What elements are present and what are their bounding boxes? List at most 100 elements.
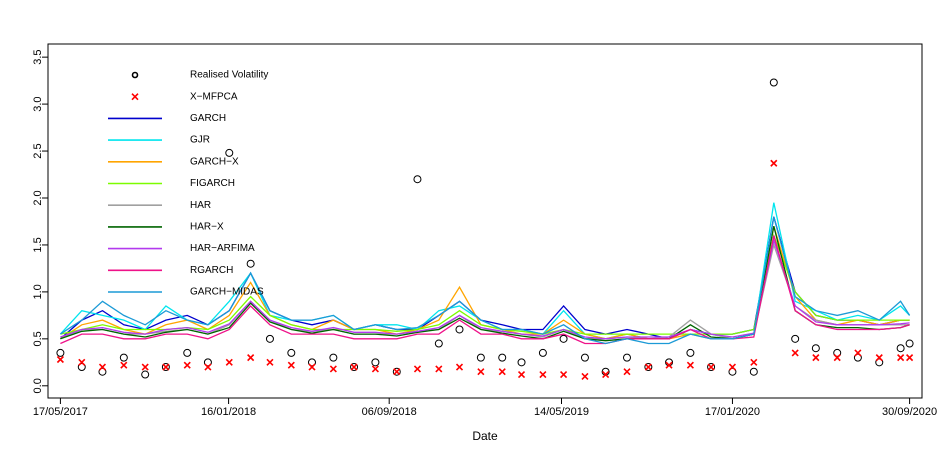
point: [498, 353, 507, 362]
cross-marker: [266, 358, 274, 366]
cross-marker: [204, 363, 212, 371]
cross-marker: [98, 363, 107, 371]
cross-marker: [435, 365, 443, 373]
legend-label: X−MFPCA: [190, 91, 238, 102]
cross-marker: [371, 365, 379, 373]
cross-marker: [560, 370, 568, 379]
cross-marker: [665, 361, 673, 369]
point: [307, 358, 316, 367]
point: [853, 353, 862, 362]
x-tick-label: 17/05/2017: [33, 406, 88, 418]
cross-marker: [517, 370, 526, 379]
point: [686, 348, 695, 357]
cross-marker: [393, 368, 401, 376]
x-tick-label: 30/09/2020: [882, 406, 937, 418]
point: [559, 334, 568, 343]
legend-marker: [131, 71, 139, 79]
cross-marker: [183, 361, 191, 369]
point: [455, 325, 464, 334]
legend-label: HAR−ARFIMA: [190, 243, 255, 254]
point: [329, 353, 338, 362]
point: [875, 358, 884, 367]
point: [77, 363, 86, 372]
x-tick-label: 06/09/2018: [362, 406, 417, 418]
point: [749, 367, 758, 376]
point: [644, 363, 653, 372]
point: [371, 358, 380, 367]
cross-marker: [812, 354, 820, 362]
cross-marker: [644, 363, 652, 371]
cross-marker: [875, 354, 883, 362]
point: [791, 334, 800, 343]
y-tick-label: 2.5: [32, 143, 44, 158]
plot-frame: [47, 43, 923, 399]
point: [476, 353, 485, 362]
x-tick-label: 14/05/2019: [534, 406, 589, 418]
legend-label: RGARCH: [190, 265, 233, 276]
series-line: [60, 233, 910, 335]
cross-marker: [329, 365, 337, 373]
cross-marker: [131, 93, 139, 101]
cross-marker: [141, 363, 149, 371]
point: [141, 370, 150, 379]
cross-marker: [455, 363, 464, 371]
point: [580, 353, 589, 362]
cross-marker: [539, 370, 547, 379]
y-tick-label: 1.5: [32, 237, 44, 252]
cross-marker: [308, 363, 316, 371]
cross-marker: [707, 363, 715, 371]
point: [622, 353, 631, 362]
legend-label: GARCH−MIDAS: [190, 287, 264, 298]
series-line: [60, 226, 910, 342]
point: [287, 348, 296, 357]
cross-marker: [413, 365, 422, 373]
cross-marker: [120, 361, 128, 369]
point: [350, 363, 359, 372]
cross-marker: [750, 358, 758, 366]
cross-marker: [770, 159, 778, 167]
series-line: [60, 237, 910, 340]
x-tick-label: 16/01/2018: [201, 406, 256, 418]
point: [905, 339, 914, 348]
legend-label: FIGARCH: [190, 178, 235, 189]
point: [833, 348, 842, 357]
series-line: [60, 216, 911, 345]
cross-marker: [287, 361, 295, 369]
point: [517, 358, 526, 367]
legend-label: GARCH−X: [190, 156, 239, 167]
point: [203, 358, 212, 367]
point: [161, 363, 170, 372]
cross-marker: [56, 355, 64, 364]
series-line: [60, 235, 910, 345]
legend-label: HAR−X: [190, 222, 224, 233]
point: [119, 353, 128, 362]
cross-marker: [581, 372, 589, 380]
point: [538, 348, 547, 357]
y-tick-label: 0.5: [32, 331, 44, 346]
x-axis-label: Date: [472, 429, 498, 443]
point: [183, 348, 192, 357]
cross-marker: [477, 368, 485, 376]
cross-marker: [686, 361, 694, 369]
legend-label: GJR: [190, 135, 210, 146]
point: [265, 334, 274, 343]
cross-marker: [602, 370, 610, 379]
cross-marker: [498, 368, 506, 376]
y-tick-label: 0.0: [32, 378, 44, 393]
point: [896, 344, 905, 353]
y-tick-label: 2.0: [32, 190, 44, 205]
legend-label: GARCH: [190, 113, 226, 124]
cross-marker: [225, 358, 233, 366]
cross-marker: [897, 354, 905, 362]
cross-marker: [854, 349, 862, 357]
point: [98, 367, 107, 376]
point: [246, 259, 255, 268]
point: [392, 367, 401, 376]
point: [225, 148, 234, 157]
cross-marker: [833, 354, 841, 362]
plot-area: [56, 78, 914, 380]
point: [769, 78, 778, 87]
cross-marker: [728, 363, 737, 371]
